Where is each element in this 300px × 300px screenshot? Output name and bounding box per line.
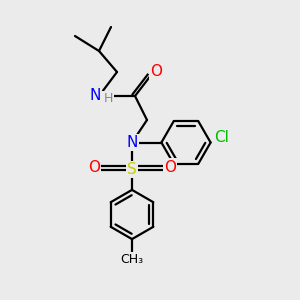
Text: N: N [126, 135, 138, 150]
Text: O: O [88, 160, 100, 175]
Text: H: H [103, 92, 113, 105]
Text: CH₃: CH₃ [120, 253, 144, 266]
Text: Cl: Cl [214, 130, 230, 145]
Text: O: O [151, 64, 163, 80]
Text: N: N [90, 88, 101, 104]
Text: O: O [164, 160, 176, 175]
Text: S: S [127, 162, 137, 177]
